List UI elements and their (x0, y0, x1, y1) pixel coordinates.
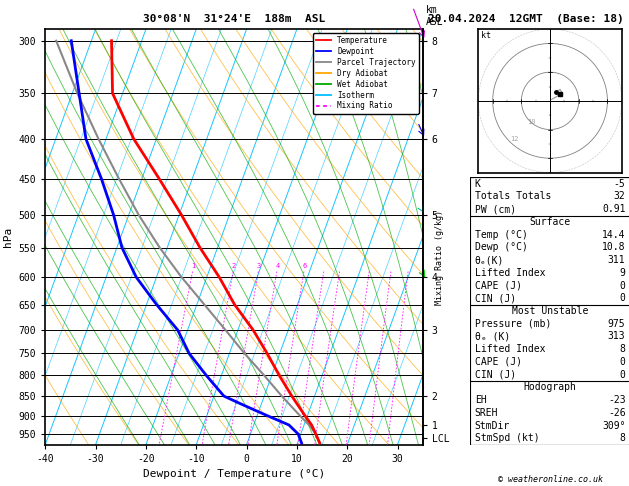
Text: -5: -5 (614, 179, 625, 189)
Text: θₑ(K): θₑ(K) (475, 255, 504, 265)
Text: CIN (J): CIN (J) (475, 370, 516, 380)
Y-axis label: hPa: hPa (3, 227, 13, 247)
Text: SREH: SREH (475, 408, 498, 418)
Text: -26: -26 (608, 408, 625, 418)
Text: Dewp (°C): Dewp (°C) (475, 243, 528, 252)
Text: Temp (°C): Temp (°C) (475, 230, 528, 240)
Text: 20.04.2024  12GMT  (Base: 18): 20.04.2024 12GMT (Base: 18) (428, 14, 624, 24)
Text: Surface: Surface (530, 217, 571, 227)
Text: 3: 3 (257, 262, 261, 269)
Text: 8: 8 (620, 434, 625, 443)
Text: 313: 313 (608, 331, 625, 342)
Text: Hodograph: Hodograph (523, 382, 577, 392)
Legend: Temperature, Dewpoint, Parcel Trajectory, Dry Adiobat, Wet Adiobat, Isotherm, Mi: Temperature, Dewpoint, Parcel Trajectory… (313, 33, 419, 114)
Text: km
ASL: km ASL (426, 5, 443, 27)
Text: CAPE (J): CAPE (J) (475, 280, 521, 291)
Text: 1: 1 (191, 262, 195, 269)
Text: 0: 0 (620, 294, 625, 303)
Text: 32: 32 (614, 191, 625, 202)
Text: Pressure (mb): Pressure (mb) (475, 319, 551, 329)
Text: θₑ (K): θₑ (K) (475, 331, 510, 342)
Text: 0: 0 (620, 370, 625, 380)
Text: © weatheronline.co.uk: © weatheronline.co.uk (498, 474, 603, 484)
Text: 14.4: 14.4 (602, 230, 625, 240)
Text: K: K (475, 179, 481, 189)
Text: 2: 2 (231, 262, 236, 269)
Text: 975: 975 (608, 319, 625, 329)
Text: 8: 8 (620, 344, 625, 354)
Text: PW (cm): PW (cm) (475, 204, 516, 214)
Text: CIN (J): CIN (J) (475, 294, 516, 303)
Text: 9: 9 (620, 268, 625, 278)
Text: Lifted Index: Lifted Index (475, 268, 545, 278)
Text: CAPE (J): CAPE (J) (475, 357, 521, 367)
Text: EH: EH (475, 395, 486, 405)
Text: 309°: 309° (602, 420, 625, 431)
Text: Mixing Ratio (g/kg): Mixing Ratio (g/kg) (435, 210, 444, 305)
Text: Most Unstable: Most Unstable (512, 306, 588, 316)
Text: 0.91: 0.91 (602, 204, 625, 214)
Text: Lifted Index: Lifted Index (475, 344, 545, 354)
Text: 12: 12 (510, 136, 518, 142)
Text: StmDir: StmDir (475, 420, 510, 431)
Text: -23: -23 (608, 395, 625, 405)
Text: StmSpd (kt): StmSpd (kt) (475, 434, 539, 443)
X-axis label: Dewpoint / Temperature (°C): Dewpoint / Temperature (°C) (143, 469, 325, 479)
Text: 4: 4 (276, 262, 279, 269)
Text: kt: kt (481, 31, 491, 40)
Text: Totals Totals: Totals Totals (475, 191, 551, 202)
Text: 6: 6 (303, 262, 306, 269)
Text: 0: 0 (620, 357, 625, 367)
Text: 30°08'N  31°24'E  188m  ASL: 30°08'N 31°24'E 188m ASL (143, 14, 325, 24)
Text: 10.8: 10.8 (602, 243, 625, 252)
Text: 311: 311 (608, 255, 625, 265)
Text: 0: 0 (620, 280, 625, 291)
Text: 10: 10 (527, 119, 536, 125)
